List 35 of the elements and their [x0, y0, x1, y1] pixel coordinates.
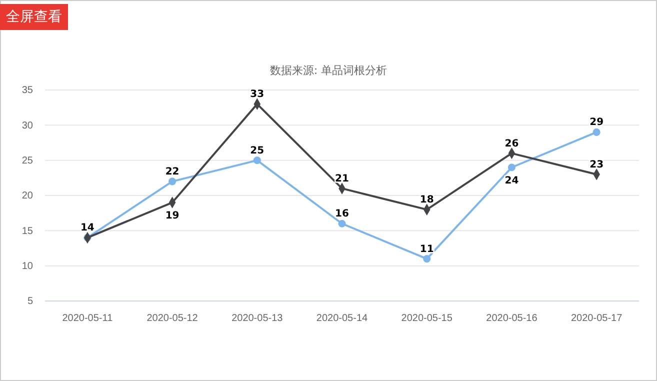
point: [423, 255, 431, 263]
x-tick-label: 2020-05-13: [232, 313, 284, 324]
x-tick-label: 2020-05-11: [62, 313, 114, 324]
chart-subtitle: 数据来源: 单品词根分析: [270, 64, 388, 77]
y-tick-label: 25: [22, 156, 34, 167]
x-tick-label: 2020-05-15: [401, 313, 453, 324]
data-label: 29: [590, 117, 604, 128]
data-label: 26: [504, 138, 519, 150]
text: 全屏查看: [6, 9, 62, 25]
x-tick-label: 2020-05-14: [316, 313, 368, 324]
y-tick-label: 35: [22, 85, 34, 96]
data-label: 25: [250, 145, 264, 156]
point: [253, 156, 261, 164]
point: [508, 164, 516, 172]
data-label: 16: [335, 208, 349, 220]
x-tick-label: 2020-05-17: [570, 313, 623, 324]
data-label: 21: [335, 173, 349, 184]
y-tick-label: 5: [27, 296, 34, 308]
y-tick-label: 30: [22, 120, 34, 132]
data-label: 24: [504, 175, 519, 186]
point: [592, 128, 600, 136]
x-tick-label: 2020-05-16: [486, 313, 538, 324]
y-tick-label: 20: [22, 190, 34, 202]
x-tick-label: 2020-05-12: [146, 313, 198, 324]
data-label: 11: [420, 244, 434, 255]
data-label: 23: [590, 159, 604, 170]
y-tick-label: 10: [22, 261, 34, 272]
y-tick-label: 15: [22, 226, 34, 237]
point: [338, 220, 346, 228]
data-label: 19: [165, 210, 180, 222]
data-label: 18: [420, 194, 434, 206]
data-label: 22: [165, 166, 180, 178]
point: [168, 178, 176, 186]
data-label: 14: [80, 222, 94, 234]
data-label: 33: [250, 89, 264, 100]
